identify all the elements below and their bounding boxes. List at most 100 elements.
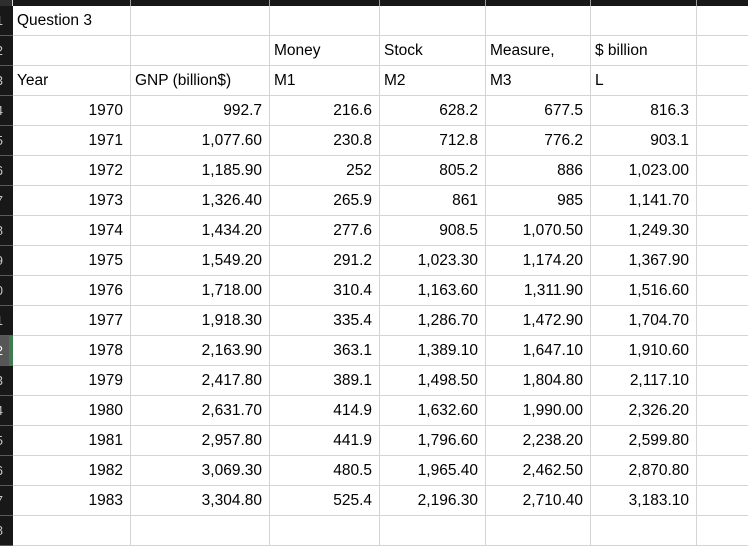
cell-year[interactable]: 1976 [13,276,131,306]
cell-gnp[interactable]: 1,185.90 [131,156,270,186]
cell-gnp[interactable]: 2,417.80 [131,366,270,396]
cell-gnp[interactable]: 2,957.80 [131,426,270,456]
cell-l[interactable]: 1,516.60 [591,276,697,306]
row-header[interactable]: 14 [0,396,13,426]
cell-m3[interactable]: 1,990.00 [486,396,591,426]
cell-empty[interactable] [380,516,486,546]
cell-empty[interactable] [697,456,748,486]
cell-m2[interactable]: 1,796.60 [380,426,486,456]
cell-m1[interactable]: 525.4 [270,486,380,516]
cell-gnp[interactable]: 2,631.70 [131,396,270,426]
cell-empty[interactable] [697,126,748,156]
cell-empty[interactable] [697,396,748,426]
cell-empty[interactable] [131,36,270,66]
cell-m3[interactable]: 1,647.10 [486,336,591,366]
cell-year[interactable]: 1971 [13,126,131,156]
row-header[interactable]: 15 [0,426,13,456]
cell-m1[interactable]: 252 [270,156,380,186]
cell-empty[interactable] [697,156,748,186]
cell-gnp[interactable]: 992.7 [131,96,270,126]
cell-l[interactable]: 1,704.70 [591,306,697,336]
cell-year[interactable]: 1980 [13,396,131,426]
cell-m1[interactable]: 414.9 [270,396,380,426]
cell-gnp[interactable]: 1,718.00 [131,276,270,306]
header-l[interactable]: L [591,66,697,96]
cell-empty[interactable] [270,6,380,36]
row-header[interactable]: 1 [0,6,13,36]
cell-m3[interactable]: 886 [486,156,591,186]
cell-l[interactable]: 2,117.10 [591,366,697,396]
cell-m1[interactable]: 277.6 [270,216,380,246]
header-money[interactable]: Money [270,36,380,66]
cell-m2[interactable]: 1,965.40 [380,456,486,486]
header-stock[interactable]: Stock [380,36,486,66]
row-header[interactable]: 11 [0,306,13,336]
cell-empty[interactable] [486,6,591,36]
cell-m1[interactable]: 291.2 [270,246,380,276]
cell-gnp[interactable]: 1,434.20 [131,216,270,246]
cell-empty[interactable] [697,246,748,276]
cell-empty[interactable] [697,66,748,96]
cell-l[interactable]: 2,326.20 [591,396,697,426]
cell-year[interactable]: 1973 [13,186,131,216]
row-header[interactable]: 17 [0,486,13,516]
row-header[interactable]: 9 [0,246,13,276]
cell-l[interactable]: 1,249.30 [591,216,697,246]
cell-m3[interactable]: 2,462.50 [486,456,591,486]
cell-m3[interactable]: 1,472.90 [486,306,591,336]
cell-m3[interactable]: 2,238.20 [486,426,591,456]
cell-m2[interactable]: 805.2 [380,156,486,186]
cell-m1[interactable]: 216.6 [270,96,380,126]
cell-empty[interactable] [697,486,748,516]
cell-empty[interactable] [131,516,270,546]
cell-empty[interactable] [697,426,748,456]
column-header-strip[interactable] [0,0,748,6]
cell-empty[interactable] [697,6,748,36]
cell-m3[interactable]: 1,174.20 [486,246,591,276]
cell-empty[interactable] [591,516,697,546]
cell-m3[interactable]: 776.2 [486,126,591,156]
cell-m1[interactable]: 441.9 [270,426,380,456]
cell-empty[interactable] [697,516,748,546]
cell-gnp[interactable]: 1,549.20 [131,246,270,276]
header-measure[interactable]: Measure, [486,36,591,66]
cell-empty[interactable] [697,96,748,126]
cell-m2[interactable]: 1,023.30 [380,246,486,276]
cell-m1[interactable]: 265.9 [270,186,380,216]
cell-empty[interactable] [697,186,748,216]
cell-m2[interactable]: 2,196.30 [380,486,486,516]
row-header[interactable]: 5 [0,126,13,156]
cell-m2[interactable]: 1,286.70 [380,306,486,336]
cell-empty[interactable] [380,6,486,36]
cell-empty[interactable] [697,216,748,246]
cell-empty[interactable] [697,336,748,366]
cell-m1[interactable]: 480.5 [270,456,380,486]
cell-gnp[interactable]: 1,326.40 [131,186,270,216]
header-gnp[interactable]: GNP (billion$) [131,66,270,96]
cell-year[interactable]: 1981 [13,426,131,456]
cell-gnp[interactable]: 3,304.80 [131,486,270,516]
cell-question-title[interactable]: Question 3 [13,6,131,36]
cell-empty[interactable] [697,276,748,306]
row-header[interactable]: 18 [0,516,13,546]
cell-m1[interactable]: 363.1 [270,336,380,366]
cell-year[interactable]: 1979 [13,366,131,396]
cell-m2[interactable]: 712.8 [380,126,486,156]
cell-l[interactable]: 2,599.80 [591,426,697,456]
cell-empty[interactable] [486,516,591,546]
cell-m3[interactable]: 1,070.50 [486,216,591,246]
cell-m2[interactable]: 628.2 [380,96,486,126]
cell-gnp[interactable]: 1,077.60 [131,126,270,156]
cell-m2[interactable]: 1,498.50 [380,366,486,396]
cell-l[interactable]: 3,183.10 [591,486,697,516]
cell-year[interactable]: 1975 [13,246,131,276]
cell-year[interactable]: 1978 [13,336,131,366]
cell-gnp[interactable]: 3,069.30 [131,456,270,486]
cell-l[interactable]: 2,870.80 [591,456,697,486]
cell-m1[interactable]: 335.4 [270,306,380,336]
cell-empty[interactable] [591,6,697,36]
cell-empty[interactable] [697,36,748,66]
header-billion[interactable]: $ billion [591,36,697,66]
row-header[interactable]: 3 [0,66,13,96]
cell-empty[interactable] [697,306,748,336]
